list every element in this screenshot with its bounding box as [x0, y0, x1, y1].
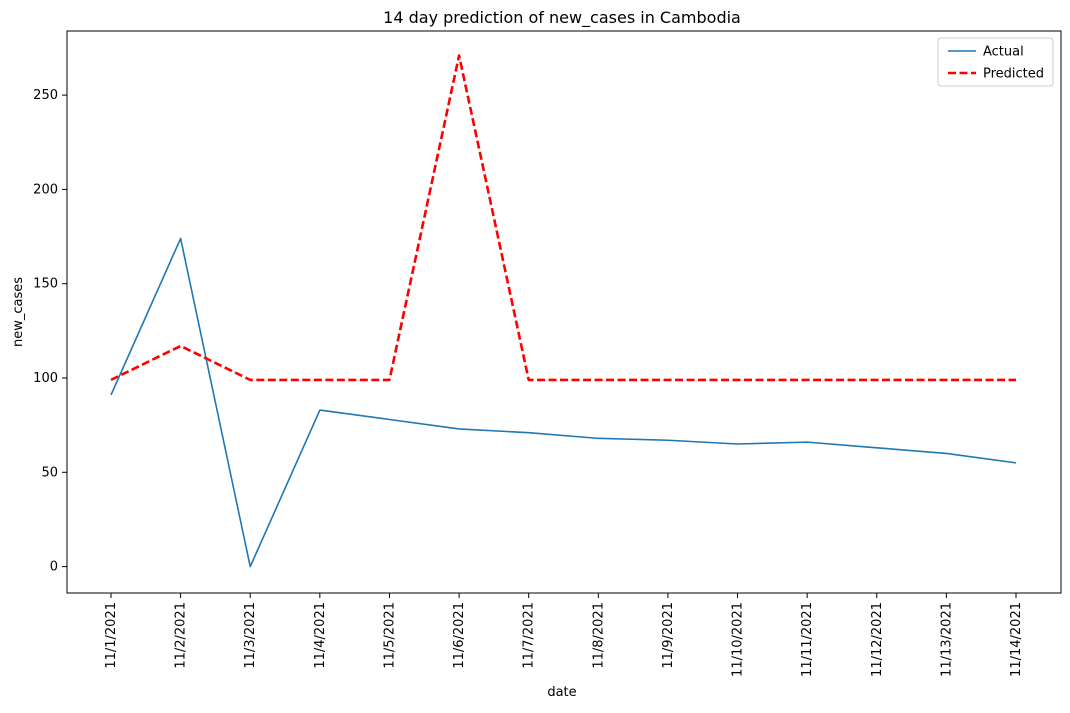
y-tick-label: 250 [33, 88, 58, 103]
series-layer [110, 54, 1017, 568]
axes: 0 50 100 150 200 250 11/1/2021 11/2/2021 11/3/20… [33, 88, 1024, 677]
x-tick-label: 11/4/2021 [313, 602, 328, 669]
y-tick-label: 100 [33, 371, 58, 386]
x-tick-label: 11/14/2021 [1009, 602, 1024, 677]
legend-label-predicted: Predicted [983, 67, 1044, 82]
x-tick-label: 11/2/2021 [174, 602, 189, 669]
x-tick-label: 11/11/2021 [800, 602, 815, 677]
x-tick-label: 11/3/2021 [243, 602, 258, 669]
x-tick-label: 11/10/2021 [731, 602, 746, 677]
x-tick-label: 11/6/2021 [452, 602, 467, 669]
x-tick-label: 11/9/2021 [661, 602, 676, 669]
x-tick-label: 11/12/2021 [870, 602, 885, 677]
x-tick-label: 11/8/2021 [591, 602, 606, 669]
y-tick-label: 50 [41, 465, 58, 480]
x-tick-label: 11/5/2021 [382, 602, 397, 669]
legend-label-actual: Actual [983, 45, 1024, 60]
y-tick-label: 200 [33, 182, 58, 197]
y-tick-label: 0 [50, 560, 58, 575]
x-axis-label: date [547, 685, 576, 700]
x-tick-label: 11/7/2021 [522, 602, 537, 669]
chart-title: 14 day prediction of new_cases in Cambod… [383, 8, 741, 28]
plot-frame [66, 30, 1062, 594]
x-tick-label: 11/1/2021 [104, 602, 119, 669]
series-line-predicted [110, 54, 1016, 382]
y-axis-label: new_cases [11, 277, 26, 347]
legend: Actual Predicted [937, 37, 1054, 87]
y-tick-label: 150 [33, 277, 58, 292]
series-line-actual [110, 237, 1017, 568]
x-tick-label: 11/13/2021 [939, 602, 954, 677]
